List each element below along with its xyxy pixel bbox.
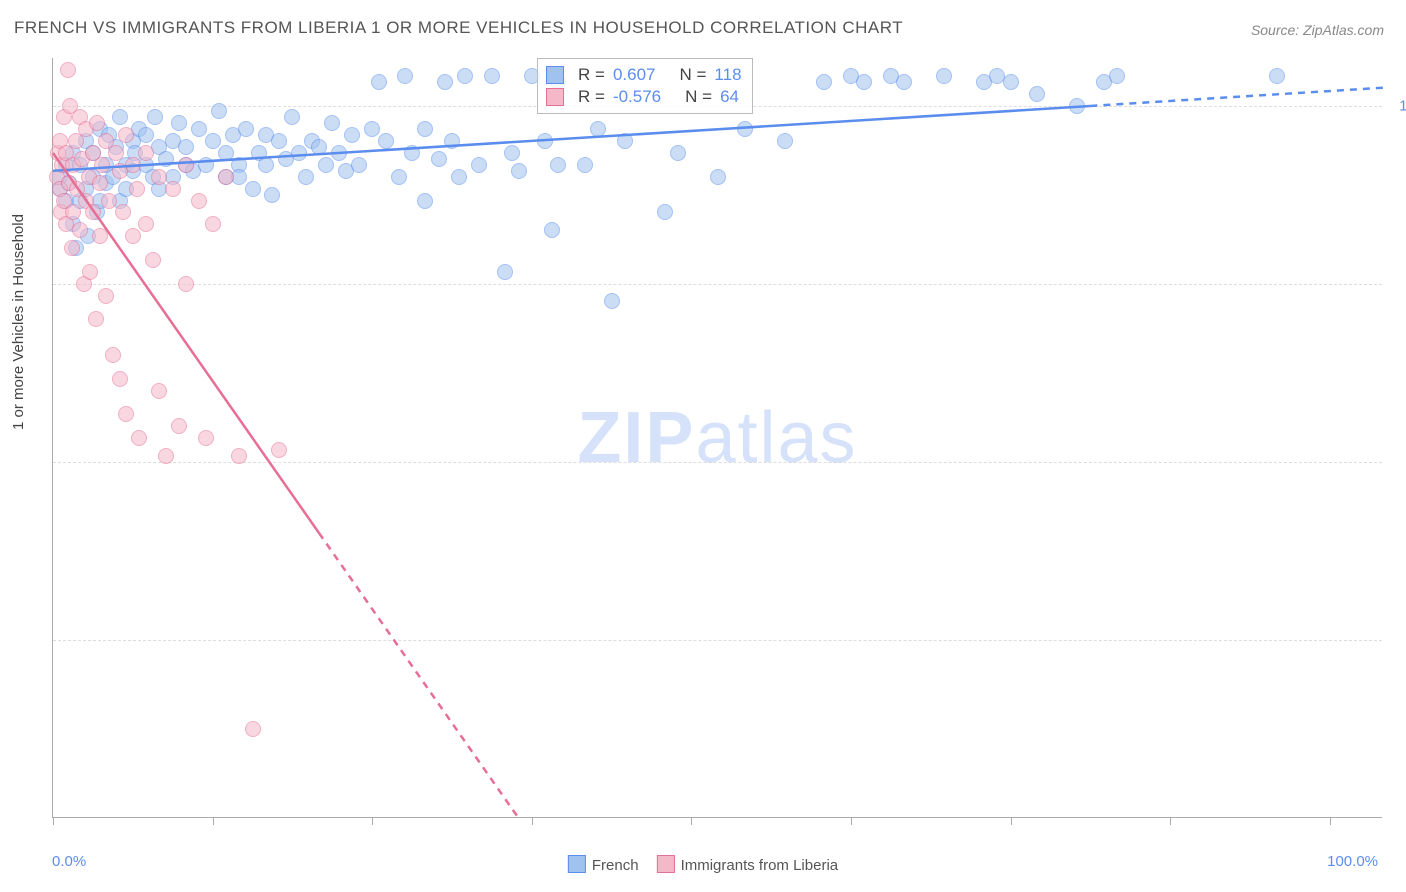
x-tick xyxy=(372,817,373,825)
x-tick xyxy=(691,817,692,825)
correlation-legend-row: R = -0.576 N = 64 xyxy=(546,87,742,107)
legend-item: French xyxy=(568,855,639,874)
legend-r-label: R = xyxy=(578,65,605,85)
legend-item: Immigrants from Liberia xyxy=(657,855,839,874)
y-tick-label: 70.0% xyxy=(1390,453,1406,470)
y-tick-label: 100.0% xyxy=(1390,97,1406,114)
x-tick xyxy=(1330,817,1331,825)
chart-plot-area: ZIPatlas 55.0%70.0%85.0%100.0% xyxy=(52,58,1382,818)
legend-swatch xyxy=(657,855,675,873)
trend-lines-layer xyxy=(53,58,1382,817)
y-axis-title: 1 or more Vehicles in Household xyxy=(10,214,27,430)
legend-swatch xyxy=(546,88,564,106)
x-tick xyxy=(1011,817,1012,825)
legend-r-label: R = xyxy=(578,87,605,107)
y-tick-label: 55.0% xyxy=(1390,631,1406,648)
x-tick xyxy=(213,817,214,825)
legend-label: French xyxy=(592,857,639,874)
legend-n-value: 118 xyxy=(714,65,741,85)
legend-swatch xyxy=(546,66,564,84)
legend-n-label: N = xyxy=(679,65,706,85)
legend-n-label: N = xyxy=(685,87,712,107)
legend-n-value: 64 xyxy=(720,87,739,107)
chart-title: FRENCH VS IMMIGRANTS FROM LIBERIA 1 OR M… xyxy=(14,18,903,38)
chart-source: Source: ZipAtlas.com xyxy=(1251,22,1384,38)
legend-label: Immigrants from Liberia xyxy=(681,857,839,874)
legend-r-value: -0.576 xyxy=(613,87,661,107)
x-tick xyxy=(1170,817,1171,825)
x-tick xyxy=(851,817,852,825)
y-tick-label: 85.0% xyxy=(1390,275,1406,292)
x-tick xyxy=(532,817,533,825)
legend-bottom: French Immigrants from Liberia xyxy=(568,855,838,874)
legend-swatch xyxy=(568,855,586,873)
correlation-legend-row: R = 0.607 N = 118 xyxy=(546,65,742,85)
legend-r-value: 0.607 xyxy=(613,65,656,85)
x-tick xyxy=(53,817,54,825)
correlation-legend: R =0.607N =118R =-0.576N =64 xyxy=(537,58,753,114)
x-axis-min-label: 0.0% xyxy=(52,853,86,870)
x-axis-max-label: 100.0% xyxy=(1327,853,1378,870)
